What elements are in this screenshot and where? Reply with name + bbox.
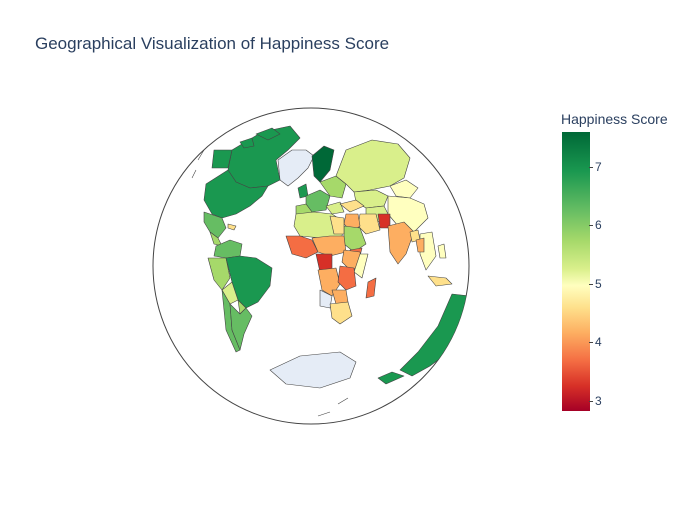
colorbar-title: Happiness Score (561, 111, 668, 127)
region-east-africa (337, 265, 357, 291)
region-balkans (325, 201, 345, 215)
colorbar-tick-7: 7 (589, 160, 602, 174)
chart-title: Geographical Visualization of Happiness … (35, 34, 390, 53)
region-greenland (277, 149, 315, 187)
region-arctic-islands (239, 127, 281, 149)
region-rim-islands (191, 149, 349, 417)
region-argentina (229, 303, 253, 351)
region-australia (399, 293, 469, 377)
region-scandinavia (311, 145, 335, 183)
region-antarctica (269, 351, 357, 389)
colorbar-tick-4: 4 (589, 335, 602, 349)
region-new-zealand (377, 371, 405, 385)
region-russia (335, 139, 411, 193)
colorbar-tick-5: 5 (589, 277, 602, 291)
region-philippines (437, 243, 447, 259)
region-turkey (339, 199, 365, 213)
colorbar-tick-3: 3 (589, 394, 602, 408)
region-mongolia (389, 179, 419, 199)
region-egypt (329, 215, 345, 235)
region-myanmar (415, 237, 425, 253)
region-indonesia (427, 275, 453, 287)
region-caribbean (227, 223, 237, 231)
region-somalia (353, 253, 369, 279)
region-southern-africa (329, 301, 353, 325)
colorbar-tick-6: 6 (589, 218, 602, 232)
region-madagascar (365, 277, 377, 299)
colorbar-gradient (562, 132, 590, 411)
region-alaska (211, 149, 233, 169)
region-angola (319, 289, 333, 309)
region-usa (203, 169, 269, 219)
region-eastern-europe (319, 175, 347, 199)
region-ecuador-peru (207, 257, 231, 291)
region-india (387, 221, 415, 265)
